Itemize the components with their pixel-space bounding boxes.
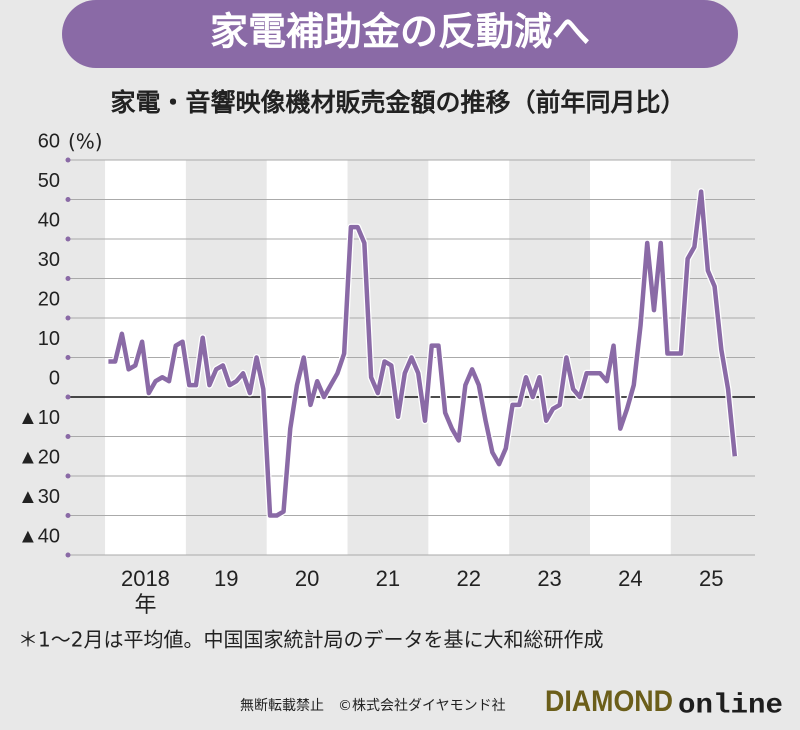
y-tick-dot (65, 394, 71, 400)
title-banner (62, 0, 738, 68)
y-tick-label: 40 (38, 209, 60, 231)
x-tick-label: 20 (294, 566, 320, 591)
y-tick-label: ▲10 (18, 407, 60, 429)
x-tick-label: 23 (537, 566, 562, 591)
y-tick-label: 0 (49, 367, 60, 389)
y-unit: (%) (68, 130, 103, 154)
note: ＊1〜2月は平均値。中国国家統計局のデータを基に大和総研作成 (18, 628, 603, 652)
y-tick-dot (65, 513, 71, 518)
y-tick-label: 60 (38, 130, 60, 152)
y-tick-dot (65, 197, 71, 202)
line (108, 189, 738, 518)
y-tick-dot (65, 434, 71, 439)
y-tick-dot (65, 236, 71, 242)
chart-title: 家電補助金の反動減へ (210, 10, 590, 54)
x-tick-label: 22 (456, 566, 481, 591)
y-tick-label: 50 (38, 170, 60, 192)
copyright: 無断転載禁止 ©株式会社ダイヤモンド社 (240, 698, 506, 714)
x-tick-label: 21 (375, 566, 401, 591)
chart-subtitle: 家電・音響映像機材販売金額の推移（前年同月比） (110, 88, 685, 117)
y-tick-label: 20 (38, 288, 60, 310)
y-tick-dot (65, 355, 71, 360)
y-tick-dot (65, 276, 71, 281)
x-tick-label: 19 (214, 566, 239, 591)
y-tick-dot (65, 157, 71, 163)
y-tick-label: ▲20 (18, 446, 60, 468)
plot (68, 159, 755, 556)
y-tick-dot (65, 315, 71, 321)
x-tick-label: 2018年 (120, 566, 170, 617)
y-tick-dot (65, 552, 71, 558)
y-tick-label: 30 (38, 249, 60, 271)
y-tick-dot (65, 473, 71, 479)
y-tick-label: 10 (38, 328, 60, 350)
x-tick-label: 25 (698, 566, 724, 591)
y-tick-label: ▲30 (18, 486, 60, 508)
logo-sub: online (678, 690, 783, 721)
y-tick-label: ▲40 (18, 525, 60, 547)
x-tick-label: 24 (618, 566, 643, 591)
logo-main: DIAMOND (545, 685, 673, 718)
